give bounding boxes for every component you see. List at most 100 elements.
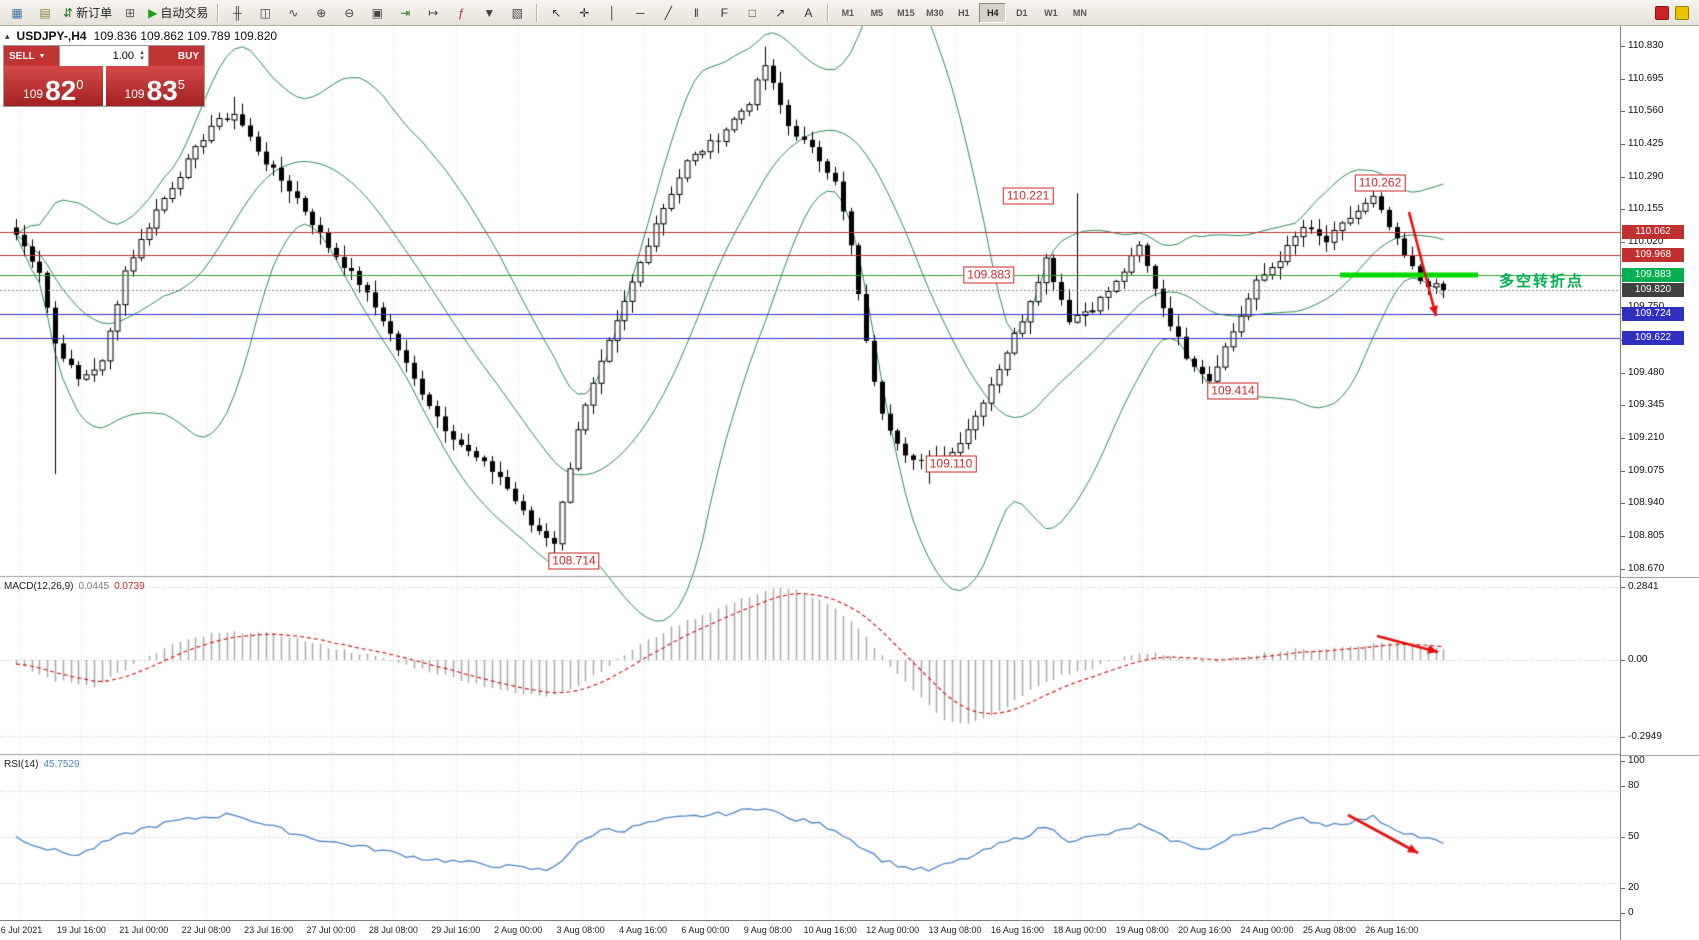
alert-icon[interactable]: [1655, 5, 1669, 20]
new-order-button[interactable]: ⇵ 新订单: [60, 2, 115, 24]
sell-label: SELL: [9, 50, 35, 62]
profiles-icon[interactable]: ▤: [39, 5, 51, 20]
toolbar-separator: [827, 3, 829, 22]
price-axis-label: 110.695: [1628, 72, 1664, 84]
chart-plot[interactable]: [0, 26, 1620, 940]
macd-label: MACD(12,26,9) 0.0445 0.0739: [4, 581, 145, 592]
price-annotation[interactable]: 108.714: [548, 552, 600, 570]
toolbar-right-icons: [1652, 5, 1692, 20]
timeframe-m5-button[interactable]: M5: [870, 7, 884, 18]
zoom-out-icon[interactable]: ⊖: [344, 5, 355, 20]
time-axis-label: 24 Aug 00:00: [1240, 925, 1294, 935]
candlestick-chart-icon[interactable]: ◫: [259, 5, 271, 20]
auto-trading-button[interactable]: ▶ 自动交易: [145, 2, 211, 24]
indicators-icon[interactable]: ƒ: [457, 5, 465, 20]
timeframe-w1-button[interactable]: W1: [1044, 7, 1058, 18]
new-order-label: 新订单: [76, 5, 113, 20]
price-annotation[interactable]: 109.110: [925, 455, 977, 473]
price-badge: 109.622: [1622, 331, 1684, 346]
time-axis-label: 10 Aug 16:00: [803, 925, 857, 935]
auto-scroll-icon[interactable]: ⇥: [400, 5, 411, 20]
pivot-note-label[interactable]: 多空转折点: [1499, 273, 1585, 290]
text-icon[interactable]: A: [804, 5, 813, 20]
price-axis-label: 110.155: [1628, 203, 1664, 215]
vertical-line-icon[interactable]: │: [608, 5, 617, 20]
sell-price-prefix: 109: [23, 87, 44, 101]
rsi-value: 45.7529: [43, 759, 80, 770]
time-axis-label: 28 Jul 08:00: [368, 925, 418, 935]
zoom-in-icon[interactable]: ⊕: [316, 5, 327, 20]
price-axis-label: 0.2841: [1628, 581, 1659, 592]
buy-price-button[interactable]: 109 83 5: [105, 66, 204, 106]
buy-button[interactable]: BUY: [149, 46, 204, 66]
price-axis-label: 50: [1628, 831, 1640, 842]
news-icon[interactable]: [1675, 5, 1689, 20]
timeframe-h1-button[interactable]: H1: [958, 7, 970, 18]
price-axis-label: 110.020: [1628, 235, 1664, 247]
price-annotation[interactable]: 110.221: [1002, 187, 1054, 205]
macd-name: MACD(12,26,9): [4, 581, 74, 592]
bar-chart-icon[interactable]: ╫: [233, 5, 242, 20]
timeframe-mn-button[interactable]: MN: [1072, 7, 1087, 18]
timeframe-d1-button[interactable]: D1: [1016, 7, 1028, 18]
volume-field: ▲ ▼: [59, 46, 149, 66]
volume-decrease-button[interactable]: ▼: [139, 56, 145, 62]
charts-grid-icon[interactable]: ⊞: [125, 5, 136, 20]
templates-icon[interactable]: ▧: [511, 5, 523, 20]
tile-windows-icon[interactable]: ▣: [371, 5, 383, 20]
time-axis-label: 19 Jul 16:00: [56, 925, 106, 935]
line-chart-icon[interactable]: ∿: [288, 5, 299, 20]
horizontal-line-icon[interactable]: ─: [636, 5, 645, 20]
fibonacci-icon[interactable]: F: [720, 5, 728, 20]
time-axis-label: 4 Aug 16:00: [618, 925, 668, 935]
time-axis-label: 2 Aug 00:00: [494, 925, 543, 935]
time-axis-label: 26 Aug 16:00: [1365, 925, 1419, 935]
time-axis[interactable]: 16 Jul 2021 19 Jul 16:00 21 Jul 00:00 22 Ju…: [0, 920, 1620, 940]
price-axis[interactable]: 110.830 110.695 110.560 110.425 110.290 110.1…: [1620, 26, 1699, 940]
price-axis-label: 109.345: [1628, 399, 1665, 411]
ohlc-values: 109.836 109.862 109.789 109.820: [93, 29, 278, 43]
channel-icon[interactable]: ‖: [693, 5, 699, 20]
price-badge: 109.820: [1622, 283, 1684, 298]
volume-increase-button[interactable]: ▲: [139, 50, 145, 56]
price-annotation[interactable]: 109.883: [963, 266, 1015, 284]
timeframe-m1-button[interactable]: M1: [841, 7, 855, 18]
one-click-trading-panel: SELL ▼ ▲ ▼ BUY 109 82 0: [3, 45, 205, 107]
timeframe-m30-button[interactable]: M30: [926, 7, 944, 18]
price-badge: 109.968: [1622, 247, 1684, 262]
time-axis-label: 12 Aug 00:00: [866, 925, 920, 935]
price-axis-label: 109.210: [1628, 431, 1665, 443]
price-annotation[interactable]: 109.414: [1207, 382, 1259, 400]
price-axis-label: 108.805: [1628, 529, 1665, 541]
sell-options-caret-icon[interactable]: ▼: [38, 52, 46, 60]
periods-icon[interactable]: ▼: [483, 5, 496, 20]
price-axis-label: 0.00: [1628, 654, 1648, 665]
time-axis-label: 16 Jul 2021: [0, 925, 43, 935]
price-axis-label: 80: [1628, 780, 1640, 791]
timeframe-m15-button[interactable]: M15: [897, 7, 915, 18]
chart-shift-icon[interactable]: ↦: [428, 5, 439, 20]
sell-price-button[interactable]: 109 82 0: [4, 66, 103, 106]
buy-price-big: 83: [146, 75, 178, 106]
price-annotation[interactable]: 110.262: [1354, 174, 1406, 192]
price-badge: 109.883: [1622, 268, 1684, 283]
standard-toolbar-group: ▦ ▤: [3, 2, 59, 24]
toolbar-separator: [536, 3, 538, 22]
cursor-icon[interactable]: ↖: [551, 5, 562, 20]
buy-price-sup: 5: [177, 77, 185, 92]
sell-button[interactable]: SELL ▼: [4, 46, 59, 66]
timeframe-h4-button[interactable]: H4: [979, 2, 1007, 23]
shapes-icon[interactable]: □: [748, 5, 756, 20]
time-axis-label: 25 Aug 08:00: [1302, 925, 1356, 935]
time-axis-label: 29 Jul 16:00: [431, 925, 481, 935]
price-badge: 109.724: [1622, 306, 1684, 321]
arrows-icon[interactable]: ↗: [775, 5, 786, 20]
crosshair-icon[interactable]: ✛: [579, 5, 590, 20]
sell-price-sup: 0: [76, 77, 84, 92]
new-order-icon: ⇵: [63, 5, 74, 20]
new-chart-icon[interactable]: ▦: [11, 5, 23, 20]
volume-input[interactable]: [60, 50, 137, 62]
windows-toolbar-group: ⊞: [116, 2, 144, 24]
trendline-icon[interactable]: ╱: [664, 5, 672, 20]
